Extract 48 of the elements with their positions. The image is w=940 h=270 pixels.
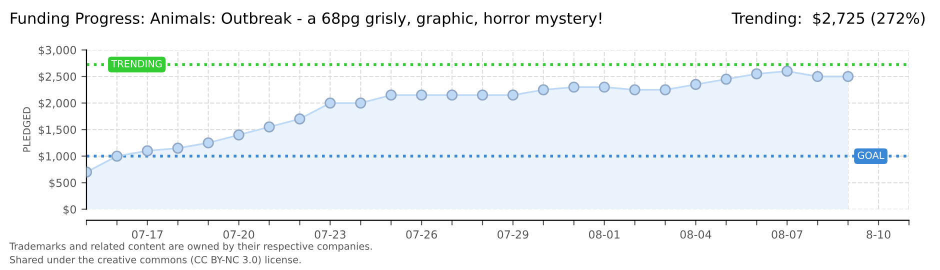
point bbox=[842, 70, 854, 82]
x-tick-label: 8-10 bbox=[866, 230, 890, 239]
point bbox=[538, 84, 549, 96]
y-tick-label: $500 bbox=[49, 178, 76, 189]
y-tick-label: $1,500 bbox=[38, 125, 76, 136]
point bbox=[142, 145, 153, 156]
point bbox=[355, 97, 366, 109]
point bbox=[264, 121, 275, 132]
y-tick-label: $2,500 bbox=[38, 72, 76, 82]
point bbox=[507, 90, 519, 101]
ref-line-label: GOAL bbox=[858, 152, 884, 159]
x-tick-label: 07-20 bbox=[223, 230, 254, 239]
point bbox=[720, 74, 732, 85]
x-tick-label: 08-07 bbox=[772, 230, 802, 239]
point bbox=[324, 97, 336, 109]
x-tick-label: 08-01 bbox=[588, 230, 620, 239]
chart-title: Funding Progress: Animals: Outbreak - a 68pg grisly, graphic, horror mystery! bbox=[10, 12, 602, 27]
point bbox=[782, 66, 793, 77]
point bbox=[660, 84, 671, 96]
text: Shared under the creative commons (CC BY-NC 3.0) license. bbox=[10, 256, 301, 265]
x-tick-label: 07-23 bbox=[314, 230, 346, 239]
point bbox=[416, 90, 428, 101]
y-tick-label: $0 bbox=[64, 205, 76, 216]
y-tick-label: $1,000 bbox=[38, 152, 76, 162]
x-tick-label: 07-29 bbox=[498, 230, 528, 239]
y-tick-label: $2,000 bbox=[38, 98, 76, 109]
point bbox=[386, 90, 397, 101]
point bbox=[629, 84, 640, 96]
text: Trademarks and related content are owned by their respective companies. bbox=[9, 242, 372, 252]
ref-line-label: TRENDING bbox=[111, 60, 162, 68]
point bbox=[172, 142, 184, 154]
x-tick-label: 07-17 bbox=[132, 230, 163, 239]
point bbox=[202, 137, 214, 148]
y-axis-title: PLEDGED bbox=[23, 107, 30, 152]
point bbox=[111, 150, 122, 162]
point bbox=[233, 129, 244, 140]
x-tick-label: 08-04 bbox=[680, 230, 712, 239]
point bbox=[476, 90, 488, 101]
point bbox=[812, 70, 824, 82]
point bbox=[568, 82, 580, 93]
text: Trending: $2,725 (272%) bbox=[732, 12, 925, 27]
point bbox=[446, 90, 458, 101]
y-tick-label: $3,000 bbox=[38, 46, 76, 56]
point bbox=[690, 78, 702, 90]
point bbox=[751, 68, 762, 80]
x-tick-label: 07-26 bbox=[406, 230, 438, 239]
point bbox=[598, 82, 610, 93]
point bbox=[294, 113, 306, 125]
